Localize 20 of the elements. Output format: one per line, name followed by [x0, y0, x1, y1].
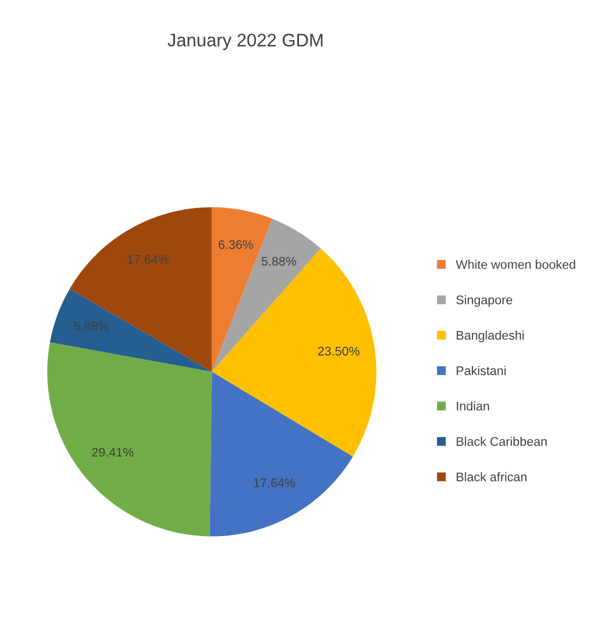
legend-label: Singapore	[456, 295, 512, 307]
data-label: 29.41%	[92, 448, 134, 457]
legend-label: White women booked	[456, 260, 576, 269]
legend-label: Indian	[456, 401, 489, 411]
legend-label: Pakistani	[456, 366, 506, 376]
pie-slice	[70, 207, 212, 372]
data-label: 17.64%	[254, 478, 296, 488]
legend-label: Bangladeshi	[456, 330, 524, 342]
data-label: 23.50%	[318, 346, 360, 356]
legend-label: Black Caribbean	[456, 436, 547, 446]
data-label: 5.88%	[262, 256, 296, 266]
pie-slice	[47, 342, 212, 536]
legend-label: Black african	[456, 472, 526, 482]
data-label: 6.36%	[218, 240, 254, 250]
chart-title: January 2022 GDM	[168, 34, 322, 50]
data-label: 5.88%	[74, 322, 109, 331]
pie-slice	[212, 248, 376, 457]
pie-slice	[210, 372, 353, 536]
pie-slice	[50, 288, 212, 372]
data-label: 17.64%	[128, 254, 169, 264]
